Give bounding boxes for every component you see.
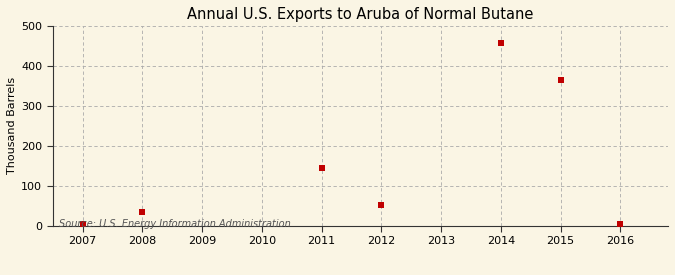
Title: Annual U.S. Exports to Aruba of Normal Butane: Annual U.S. Exports to Aruba of Normal B… bbox=[187, 7, 533, 22]
Point bbox=[376, 203, 387, 207]
Point bbox=[316, 166, 327, 170]
Point bbox=[137, 210, 148, 214]
Point bbox=[555, 78, 566, 82]
Y-axis label: Thousand Barrels: Thousand Barrels bbox=[7, 77, 17, 174]
Point bbox=[77, 221, 88, 226]
Text: Source: U.S. Energy Information Administration: Source: U.S. Energy Information Administ… bbox=[59, 219, 290, 230]
Point bbox=[615, 221, 626, 226]
Point bbox=[495, 41, 506, 45]
